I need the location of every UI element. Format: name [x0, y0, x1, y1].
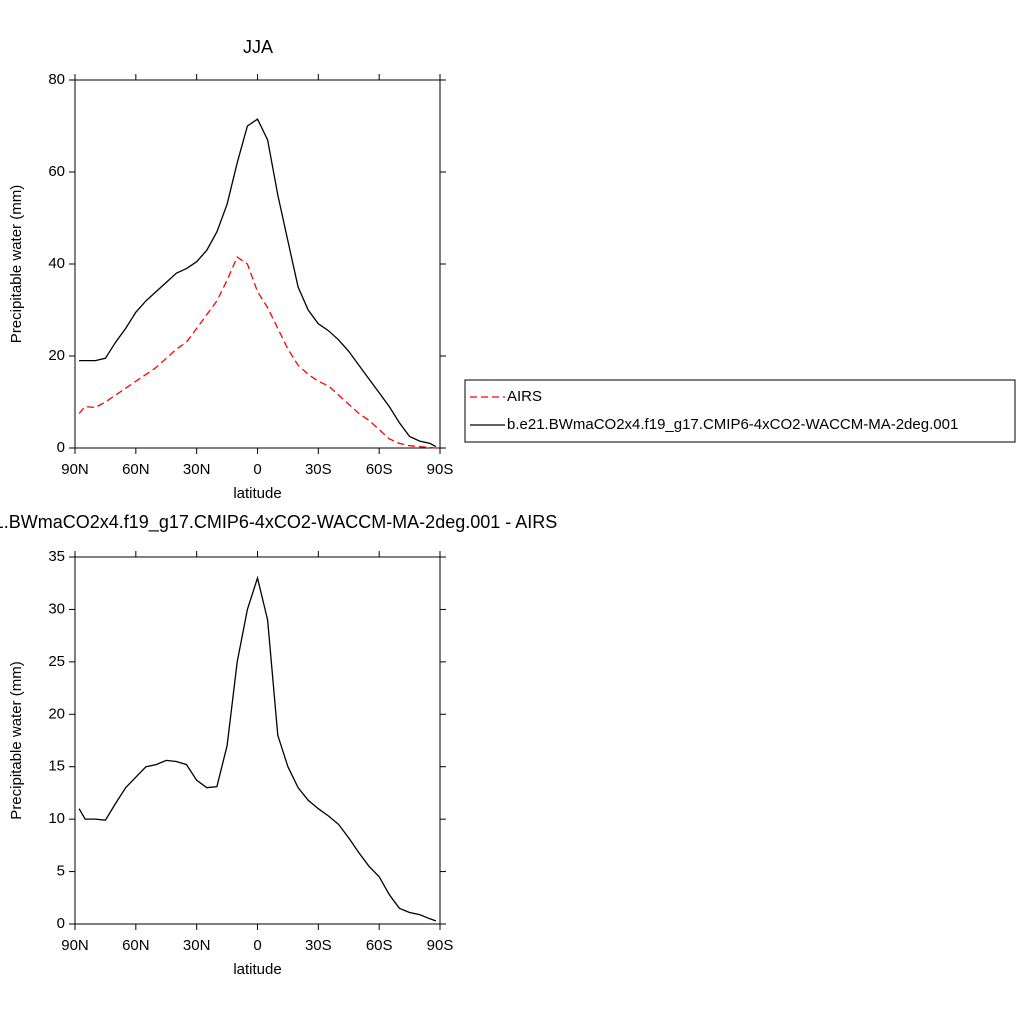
x-tick-label: 90N [61, 937, 89, 954]
plot-frame [74, 79, 441, 449]
y-tick-label: 0 [57, 439, 65, 456]
legend-label: AIRS [507, 388, 542, 405]
plot-frame [74, 556, 441, 925]
x-tick-label: 90S [427, 461, 454, 478]
x-tick-label: 60N [122, 461, 150, 478]
y-tick-label: 60 [48, 163, 65, 180]
data-line [78, 575, 437, 922]
x-tick-label: 30S [305, 461, 332, 478]
y-tick-label: 20 [48, 347, 65, 364]
legend-label: b.e21.BWmaCO2x4.f19_g17.CMIP6-4xCO2-WACC… [507, 416, 958, 433]
x-tick-label: 30N [183, 937, 211, 954]
y-tick-label: 0 [57, 915, 65, 932]
x-tick-label: 90N [61, 461, 89, 478]
x-tick-label: 60S [366, 937, 393, 954]
chart-title: b.e21.BWmaCO2x4.f19_g17.CMIP6-4xCO2-WACC… [0, 512, 557, 533]
y-tick-label: 40 [48, 255, 65, 272]
data-line [79, 118, 437, 448]
y-tick-label: 5 [57, 863, 65, 880]
y-tick-label: 80 [48, 71, 65, 88]
x-tick-label: 30N [183, 461, 211, 478]
x-tick-label: 90S [427, 937, 454, 954]
chart-title: JJA [243, 37, 273, 57]
y-axis-label: Precipitable water (mm) [8, 661, 25, 819]
y-tick-label: 10 [48, 810, 65, 827]
y-tick-label: 20 [48, 705, 65, 722]
y-tick-label: 15 [48, 758, 65, 775]
y-tick-label: 25 [48, 653, 65, 670]
x-tick-label: 60N [122, 937, 150, 954]
x-tick-label: 0 [253, 937, 261, 954]
data-line [78, 256, 436, 449]
legend-box [464, 379, 1016, 443]
x-axis-label: latitude [233, 485, 281, 502]
y-tick-label: 30 [48, 600, 65, 617]
x-tick-label: 60S [366, 461, 393, 478]
x-tick-label: 0 [253, 461, 261, 478]
y-axis-label: Precipitable water (mm) [8, 185, 25, 343]
x-axis-label: latitude [233, 961, 281, 978]
y-tick-label: 35 [48, 548, 65, 565]
x-tick-label: 30S [305, 937, 332, 954]
